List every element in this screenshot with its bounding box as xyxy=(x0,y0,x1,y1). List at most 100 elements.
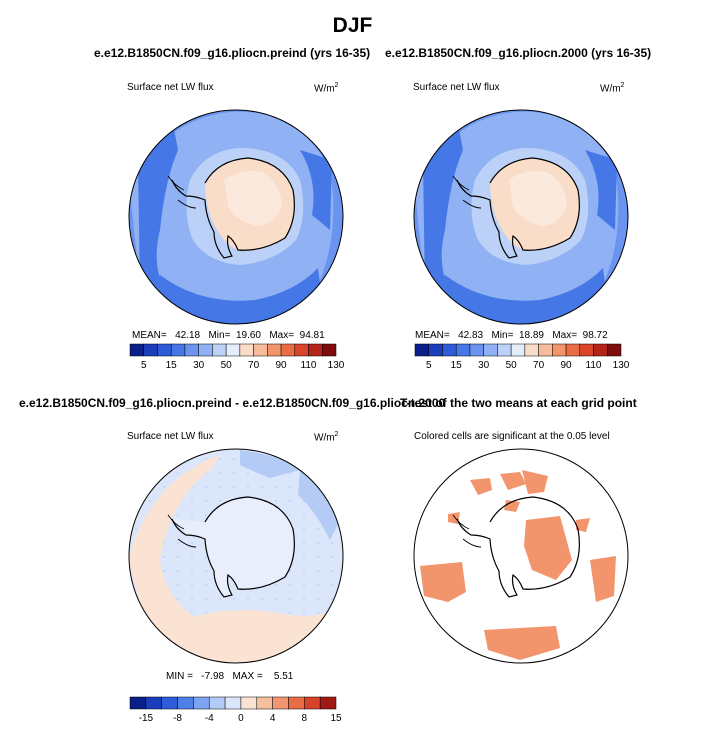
panel-2-colorbar-swatch-10 xyxy=(552,343,567,357)
panel-2-colorbar-tick-label: 30 xyxy=(478,360,490,371)
panel-2-map xyxy=(414,110,628,324)
panel-1-mean: 42.18 xyxy=(175,330,201,341)
panel-3-colorbar-swatch-5 xyxy=(208,696,226,710)
panel-1-colorbar-tick-label: 110 xyxy=(301,360,317,371)
panel-2-colorbar-swatch-14 xyxy=(607,343,622,357)
panel-1-colorbar-swatch-11 xyxy=(280,343,296,357)
panel-1-colorbar-swatch-6 xyxy=(212,343,227,357)
panel-2-colorbar-tick-label: 15 xyxy=(451,360,463,371)
p4-sig-cell-5 xyxy=(448,512,460,524)
panel-2-colorbar-tick-label: 50 xyxy=(506,360,518,371)
panel-2-colorbar-swatch-6 xyxy=(497,343,512,357)
panel-3-max: 5.51 xyxy=(273,671,294,682)
panel-4-run-title: T-test of the two means at each grid poi… xyxy=(400,396,637,410)
p4-sig-cell-6 xyxy=(576,518,590,532)
panel-2-colorbar-swatch-3 xyxy=(455,343,471,357)
p4-sig-region-east xyxy=(524,516,572,580)
panel-2-max: 98.72 xyxy=(582,330,608,341)
panel-2-colorbar-swatch-12 xyxy=(579,343,594,357)
panel-3-border xyxy=(128,448,344,664)
panel-3-colorbar-swatch-1 xyxy=(145,696,162,710)
panel-2-min: 18.89 xyxy=(518,330,544,341)
panel-3-colorbar-swatch-2 xyxy=(161,696,178,710)
panel-2-colorbar-swatch-13 xyxy=(593,343,608,357)
panel-3-units: W/m2 xyxy=(314,431,339,444)
p4-base xyxy=(414,449,628,663)
panel-3-colorbar-swatch-3 xyxy=(177,696,194,710)
p4-sig-region-far-east xyxy=(590,556,616,602)
panel-2-units: W/m2 xyxy=(600,82,625,95)
p4-sig-cell-2 xyxy=(500,472,526,490)
panel-3-run-title: e.e12.B1850CN.f09_g16.pliocn.preind - e.… xyxy=(19,396,446,410)
panel-1-colorbar-tick-label: 30 xyxy=(193,360,205,371)
panel-1-colorbar-tick-label: 5 xyxy=(141,360,147,371)
panel-2-colorbar-tick-label: 110 xyxy=(586,360,602,371)
panel-3-colorbar-tick-label: -15 xyxy=(139,713,154,724)
panel-1-stats: MEAN= 42.18 Min= 19.60 Max= 94.81 xyxy=(132,330,325,341)
panel-1-colorbar-swatch-13 xyxy=(308,343,323,357)
panel-2-colorbar-swatch-11 xyxy=(565,343,581,357)
panel-2-colorbar-swatch-0 xyxy=(414,343,429,357)
p4-sig-cell-4 xyxy=(504,500,520,512)
panel-1-run-title: e.e12.B1850CN.f09_g16.pliocn.preind (yrs… xyxy=(94,46,371,60)
p1-coastline xyxy=(171,157,295,259)
figure-title: DJF xyxy=(332,14,373,37)
panel-1-colorbar-swatch-2 xyxy=(157,343,172,357)
p3-cool-east xyxy=(298,470,340,540)
panel-1-colorbar-swatch-8 xyxy=(239,343,254,357)
panel-1-units: W/m2 xyxy=(314,82,339,95)
panel-1-map xyxy=(129,110,343,324)
panel-1-colorbar: 5 15 30 50 70 90 110 130 xyxy=(129,343,345,371)
panel-3-colorbar-swatch-8 xyxy=(256,696,273,710)
panel-2-colorbar-swatch-9 xyxy=(538,343,553,357)
panel-2-min-label: Min= xyxy=(491,330,514,341)
panel-3-min-label: MIN = xyxy=(166,671,193,682)
panel-3-variable: Surface net LW flux xyxy=(127,431,214,442)
panel-1-colorbar-tick-label: 70 xyxy=(248,360,260,371)
panel-3-colorbar-tick-label: 8 xyxy=(302,713,308,724)
panel-1-border xyxy=(128,109,344,325)
panel-3-colorbar-tick-label: 0 xyxy=(238,713,244,724)
panel-2-colorbar-tick-label: 130 xyxy=(613,360,630,371)
panel-3-colorbar-tick-label: -8 xyxy=(173,713,182,724)
panel-1-max: 94.81 xyxy=(299,330,325,341)
p3-coastline xyxy=(171,496,295,598)
p3-cool-north xyxy=(240,450,300,478)
panel-2-mean-label: MEAN= xyxy=(415,330,450,341)
panel-2-colorbar-swatch-2 xyxy=(442,343,457,357)
p4-coastline xyxy=(456,496,580,598)
panel-3-colorbar-swatch-0 xyxy=(129,696,147,710)
p4-sig-region-south xyxy=(484,626,560,660)
panel-2-mean: 42.83 xyxy=(458,330,484,341)
panel-2-run-title: e.e12.B1850CN.f09_g16.pliocn.2000 (yrs 1… xyxy=(385,46,652,60)
p4-sig-region-west xyxy=(420,562,466,602)
p4-sig-cell-3 xyxy=(522,470,548,494)
panel-2-max-label: Max= xyxy=(552,330,578,341)
panel-1-min-label: Min= xyxy=(208,330,231,341)
p1-land-core xyxy=(224,171,282,226)
panel-1-colorbar-swatch-14 xyxy=(322,343,337,357)
panel-3-colorbar-tick-label: 4 xyxy=(270,713,276,724)
p1-band-east xyxy=(300,150,332,230)
panel-2-variable: Surface net LW flux xyxy=(413,82,500,93)
panel-3-stats: MIN = -7.98 MAX = 5.51 xyxy=(166,671,293,682)
p2-band-south xyxy=(435,268,607,324)
panel-3-colorbar-swatch-4 xyxy=(193,696,210,710)
panel-1-colorbar-swatch-0 xyxy=(129,343,144,357)
panel-2-colorbar-swatch-4 xyxy=(469,343,484,357)
panel-2-colorbar-tick-label: 5 xyxy=(426,360,432,371)
panel-4-border xyxy=(413,448,629,664)
p2-band-east xyxy=(585,150,617,230)
panel-2-colorbar-swatch-8 xyxy=(524,343,539,357)
panel-3-colorbar-swatch-12 xyxy=(319,696,337,710)
panel-3-colorbar-tick-label: 15 xyxy=(330,713,342,724)
panel-2-colorbar-tick-label: 70 xyxy=(533,360,545,371)
p1-band-south xyxy=(150,268,322,324)
panel-4-map xyxy=(414,449,628,663)
panel-2-colorbar-swatch-5 xyxy=(483,343,498,357)
panel-3-max-label: MAX = xyxy=(232,671,263,682)
panel-1-variable: Surface net LW flux xyxy=(127,82,214,93)
panel-3-colorbar-swatch-11 xyxy=(304,696,321,710)
panel-1-max-label: Max= xyxy=(269,330,295,341)
